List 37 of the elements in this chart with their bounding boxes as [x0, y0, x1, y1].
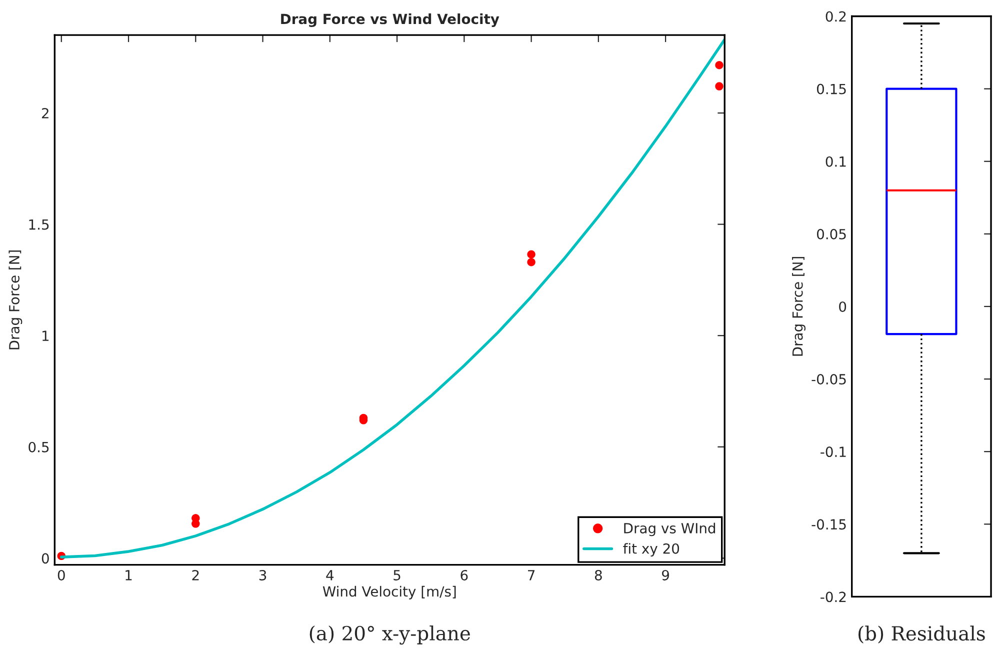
point — [527, 250, 536, 258]
x-tick-label: 7 — [528, 570, 535, 580]
y-tick-label: 0.15 — [816, 84, 846, 94]
x-tick-label: 9 — [662, 570, 669, 580]
point — [527, 258, 536, 266]
x-tick-label: 5 — [394, 570, 400, 580]
y-tick-label: 0.2 — [826, 11, 846, 22]
y-tick-label: 0 — [42, 553, 49, 564]
y-tick-label: 0.5 — [28, 442, 49, 452]
y-tick-label: 1 — [42, 330, 49, 341]
x-tick-label: 8 — [594, 570, 602, 580]
x-tick-label: 1 — [126, 570, 132, 580]
y-tick-label: 0.05 — [816, 228, 846, 240]
y-tick-label: -0.05 — [812, 374, 846, 385]
y-axis-title: Drag Force [N] — [8, 250, 22, 350]
y-tick-label: 0.1 — [826, 156, 846, 167]
x-axis-title: Wind Velocity [m/s] — [322, 586, 456, 600]
point — [715, 61, 724, 70]
x-tick-label: 2 — [192, 570, 199, 580]
legend-label: fit xy 20 — [623, 543, 680, 557]
y-tick-label: 2 — [42, 108, 48, 118]
y-tick-label: -0.1 — [820, 446, 846, 458]
chart-title: Drag Force vs Wind Velocity — [281, 13, 500, 27]
x-tick-label: 0 — [58, 570, 65, 580]
y-tick-label: -0.2 — [820, 592, 846, 602]
legend-label: Drag vs WInd — [624, 522, 716, 536]
y-tick-label: 0 — [839, 301, 846, 312]
x-tick-label: 6 — [460, 570, 468, 580]
text: (a) 20° x-y-plane — [310, 626, 470, 645]
y-tick-label: -0.15 — [812, 519, 846, 530]
y-axis-title: Drag Force [N] — [792, 256, 806, 356]
point — [192, 520, 200, 528]
text: (b) Residuals — [858, 626, 985, 644]
x-tick-label: 3 — [259, 570, 266, 580]
point — [715, 82, 724, 90]
y-tick-label: 1.5 — [29, 219, 49, 230]
x-tick-label: 4 — [326, 570, 334, 580]
